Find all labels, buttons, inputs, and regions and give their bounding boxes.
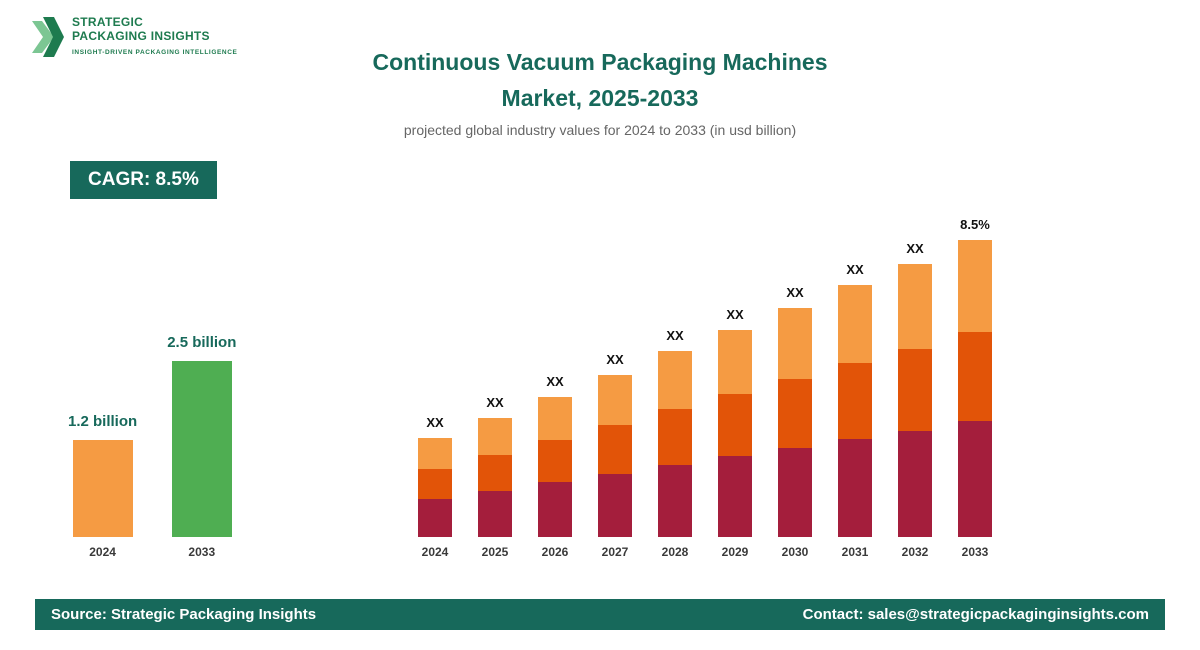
bar-segment-maroon: [538, 482, 572, 537]
logo-name-line1: STRATEGIC: [72, 15, 144, 29]
bar-value-label: XX: [486, 395, 504, 410]
bar-year-label: 2029: [721, 545, 749, 559]
bar-segment-light_orange: [718, 330, 752, 394]
bar-value-label: XX: [786, 285, 804, 300]
bar-segment-maroon: [898, 431, 932, 537]
stacked-bar: [658, 351, 692, 537]
stacked-bar-group-2032: XX 2032: [898, 241, 932, 559]
bar-segment-maroon: [958, 421, 992, 537]
page-title-line1: Continuous Vacuum Packaging Machines: [372, 49, 828, 75]
cagr-badge: CAGR: 8.5%: [70, 161, 217, 199]
bar-segment-dark_orange: [718, 394, 752, 456]
mini-bar-group-2033: 2.5 billion 2033: [167, 334, 236, 559]
stacked-bar-chart: XX 2024 XX 2025 XX 2026 XX 2027 XX 2028 XX 2029 XX 20…: [418, 217, 992, 559]
bar-value-label: XX: [666, 328, 684, 343]
stacked-bar-group-2025: XX 2025: [478, 395, 512, 559]
stacked-bar: [418, 438, 452, 537]
bar-segment-light_orange: [658, 351, 692, 409]
bar-year-label: 2032: [901, 545, 929, 559]
bar-value-label: 8.5%: [960, 217, 990, 232]
stacked-bar: [478, 418, 512, 537]
header: Continuous Vacuum Packaging Machines Mar…: [0, 44, 1200, 138]
stacked-bar: [778, 308, 812, 537]
mini-bar: [171, 361, 232, 537]
stacked-bar-group-2033: 8.5% 2033: [958, 217, 992, 559]
bar-segment-light_orange: [478, 418, 512, 455]
stacked-bar: [838, 285, 872, 537]
stacked-bar-group-2028: XX 2028: [658, 328, 692, 559]
footer-contact: Contact: sales@strategicpackaginginsight…: [802, 606, 1149, 623]
bar-segment-dark_orange: [958, 332, 992, 421]
stacked-bar: [718, 330, 752, 537]
bar-segment-dark_orange: [598, 425, 632, 474]
stacked-bar: [898, 264, 932, 537]
bar-year-label: 2025: [481, 545, 509, 559]
bar-segment-dark_orange: [538, 440, 572, 482]
stacked-bar-group-2029: XX 2029: [718, 307, 752, 559]
mini-bar-value-label: 2.5 billion: [167, 334, 237, 351]
bar-segment-light_orange: [838, 285, 872, 363]
bar-value-label: XX: [726, 307, 744, 322]
stacked-bar-group-2027: XX 2027: [598, 352, 632, 559]
footer-source: Source: Strategic Packaging Insights: [51, 606, 317, 623]
mini-bar-year-label: 2033: [188, 545, 216, 559]
bar-segment-dark_orange: [778, 379, 812, 448]
mini-bar-value-label: 1.2 billion: [68, 413, 138, 430]
mini-bar-year-label: 2024: [89, 545, 116, 559]
mini-bar-group-2024: 1.2 billion 2024: [68, 413, 137, 559]
logo: STRATEGIC PACKAGING INSIGHTS INSIGHT-DRI…: [30, 15, 238, 63]
logo-name-line2: PACKAGING INSIGHTS: [72, 28, 210, 43]
stacked-bar: [598, 375, 632, 537]
bar-segment-light_orange: [778, 308, 812, 379]
bar-year-label: 2030: [781, 545, 809, 559]
bar-year-label: 2031: [841, 545, 869, 559]
bar-segment-maroon: [718, 456, 752, 537]
bar-year-label: 2026: [541, 545, 569, 559]
stacked-bar: [958, 240, 992, 537]
bar-segment-light_orange: [898, 264, 932, 349]
stacked-bar-group-2024: XX 2024: [418, 415, 452, 559]
bar-segment-dark_orange: [418, 469, 452, 499]
bar-value-label: XX: [846, 262, 864, 277]
bar-value-label: XX: [906, 241, 924, 256]
stacked-bar-group-2026: XX 2026: [538, 374, 572, 559]
bar-value-label: XX: [426, 415, 444, 430]
footer: Source: Strategic Packaging Insights Con…: [35, 599, 1165, 630]
bar-value-label: XX: [606, 352, 624, 367]
bar-segment-maroon: [838, 439, 872, 537]
page-subtitle: projected global industry values for 202…: [403, 122, 797, 138]
bar-segment-maroon: [658, 465, 692, 537]
mini-chart: 1.2 billion 2024 2.5 billion 2033: [68, 334, 236, 559]
bar-segment-maroon: [478, 491, 512, 537]
bar-segment-dark_orange: [478, 455, 512, 491]
bar-year-label: 2027: [601, 545, 629, 559]
bar-segment-maroon: [778, 448, 812, 537]
stacked-bar: [538, 397, 572, 537]
mini-bar: [72, 440, 133, 537]
bar-segment-light_orange: [958, 240, 992, 332]
bar-segment-maroon: [418, 499, 452, 537]
bar-year-label: 2028: [661, 545, 689, 559]
bar-segment-light_orange: [418, 438, 452, 469]
bar-segment-maroon: [598, 474, 632, 537]
bar-segment-dark_orange: [898, 349, 932, 431]
logo-chevron-icon: [30, 16, 64, 63]
stacked-bar-group-2030: XX 2030: [778, 285, 812, 559]
bar-segment-dark_orange: [658, 409, 692, 465]
bar-segment-light_orange: [538, 397, 572, 440]
bar-year-label: 2033: [961, 545, 989, 559]
bar-value-label: XX: [546, 374, 564, 389]
bar-year-label: 2024: [421, 545, 449, 559]
logo-tagline: INSIGHT-DRIVEN PACKAGING INTELLIGENCE: [72, 48, 238, 56]
page-title-line2: Market, 2025-2033: [501, 85, 699, 111]
bar-segment-light_orange: [598, 375, 632, 425]
stacked-bar-group-2031: XX 2031: [838, 262, 872, 559]
bar-segment-dark_orange: [838, 363, 872, 439]
